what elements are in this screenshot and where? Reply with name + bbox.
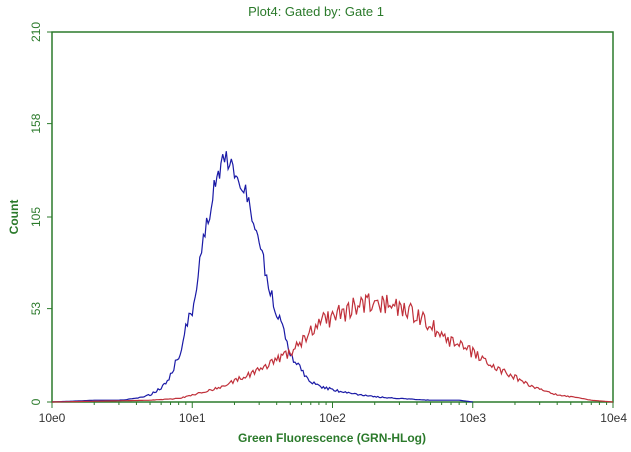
x-axis-label: Green Fluorescence (GRN-HLog)	[238, 431, 426, 445]
plot-frame	[51, 31, 614, 403]
y-axis: 0 53 105 158 210	[29, 22, 52, 405]
y-tick-label: 53	[29, 302, 43, 316]
x-tick-label: 10e3	[459, 411, 486, 425]
x-tick-label: 10e0	[39, 411, 66, 425]
series-layer	[51, 151, 614, 403]
x-tick-label: 10e4	[600, 411, 627, 425]
x-tick-label: 10e1	[179, 411, 206, 425]
chart-title: Plot4: Gated by: Gate 1	[248, 4, 384, 19]
y-tick-label: 105	[29, 207, 43, 227]
y-tick-label: 210	[29, 22, 43, 42]
y-tick-label: 158	[29, 113, 43, 133]
x-tick-label: 10e2	[319, 411, 346, 425]
series-line-1	[52, 293, 614, 403]
y-axis-label: Count	[7, 200, 21, 235]
x-axis: 10e0 10e1 10e2 10e3 10e4	[39, 402, 627, 425]
y-tick-label: 0	[29, 398, 43, 405]
series-line-0	[51, 151, 473, 403]
